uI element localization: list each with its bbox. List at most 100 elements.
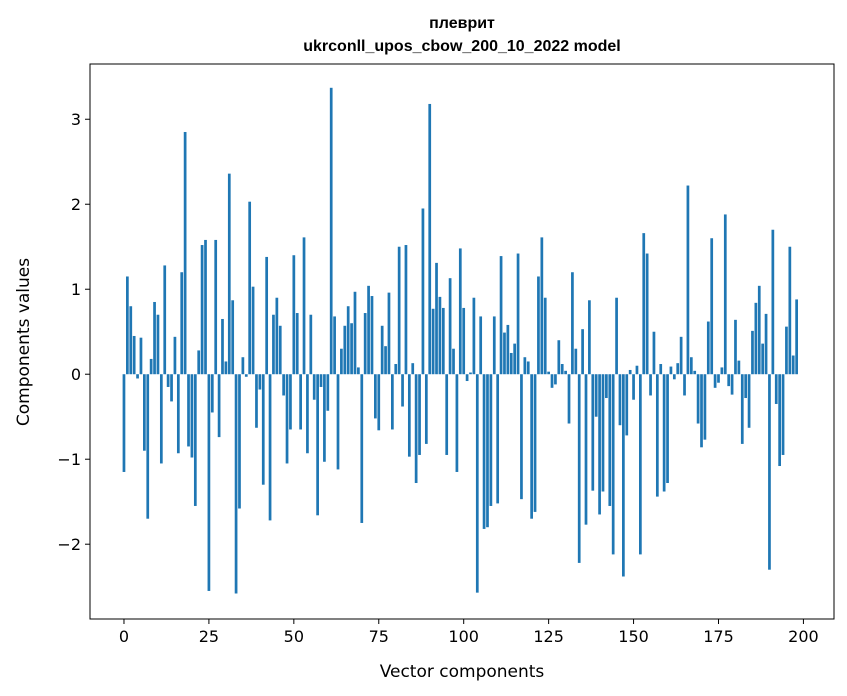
- bar: [343, 325, 347, 375]
- bar: [411, 363, 415, 375]
- bar: [143, 374, 146, 451]
- bar: [530, 374, 533, 519]
- bar: [700, 374, 703, 448]
- bar: [686, 185, 690, 375]
- bar: [764, 313, 768, 375]
- bar: [662, 374, 666, 492]
- bar: [523, 357, 527, 375]
- x-tick-label: 175: [703, 627, 734, 646]
- bar: [655, 374, 659, 497]
- bar: [204, 239, 207, 375]
- plot-frame: [89, 63, 835, 620]
- bar: [173, 336, 177, 375]
- bar: [577, 374, 581, 563]
- bars-group: [122, 87, 798, 594]
- bar: [672, 374, 676, 380]
- bar: [557, 340, 561, 375]
- bar: [509, 352, 513, 375]
- bar: [584, 374, 588, 525]
- bar: [594, 374, 598, 417]
- bar: [605, 374, 608, 399]
- bar: [513, 343, 517, 375]
- bar: [278, 325, 282, 375]
- bar: [292, 255, 296, 375]
- bar: [608, 374, 612, 506]
- bar: [224, 361, 228, 375]
- bar: [187, 374, 190, 447]
- bar: [598, 374, 601, 515]
- bar: [255, 374, 258, 428]
- bar: [241, 357, 245, 375]
- bar: [268, 374, 272, 521]
- bar: [581, 329, 584, 375]
- bar: [391, 374, 394, 430]
- bar: [285, 374, 289, 464]
- bar: [336, 374, 340, 470]
- bar: [329, 87, 333, 375]
- bar: [401, 374, 404, 407]
- bar: [622, 374, 625, 577]
- bar: [234, 374, 238, 594]
- bar: [265, 256, 269, 375]
- bar: [244, 374, 248, 377]
- bar: [163, 265, 167, 375]
- bar: [251, 286, 255, 375]
- bar: [727, 374, 731, 387]
- bar: [652, 331, 656, 375]
- bar: [768, 374, 771, 570]
- bar: [431, 308, 435, 375]
- bar: [200, 245, 204, 375]
- bar: [533, 374, 537, 512]
- bar: [720, 367, 724, 375]
- bar: [183, 131, 187, 375]
- bar: [475, 374, 479, 593]
- bar: [723, 214, 727, 375]
- bar: [734, 319, 737, 375]
- bar: [448, 278, 452, 375]
- bar: [669, 366, 673, 375]
- x-tick-label: 125: [533, 627, 564, 646]
- bar: [289, 374, 292, 430]
- bar: [149, 358, 153, 375]
- bar: [785, 326, 788, 375]
- bar: [153, 301, 156, 375]
- bar: [543, 297, 547, 375]
- bar: [788, 246, 792, 375]
- bar: [122, 374, 126, 472]
- y-tick-label: 0: [71, 365, 81, 384]
- bar: [737, 360, 741, 375]
- bar: [190, 374, 194, 458]
- bar: [696, 374, 700, 424]
- bar: [132, 335, 136, 375]
- bar: [397, 246, 401, 375]
- bar: [744, 374, 748, 399]
- bar: [499, 256, 503, 375]
- x-tick-label: 100: [448, 627, 479, 646]
- y-axis-label: Components values: [14, 258, 34, 426]
- bar: [146, 374, 150, 519]
- bar: [710, 238, 714, 375]
- bar: [693, 370, 697, 375]
- y-axis-ticks: −2 −1 0 1 2 3: [57, 110, 90, 554]
- y-tick-label: 2: [71, 195, 81, 214]
- bar: [642, 233, 646, 375]
- bar: [176, 374, 180, 454]
- bar: [384, 346, 387, 375]
- bar: [560, 364, 564, 375]
- bar: [774, 374, 778, 404]
- bar: [564, 370, 567, 375]
- bar: [588, 300, 591, 375]
- bar: [472, 297, 476, 375]
- x-tick-label: 0: [119, 627, 129, 646]
- bar: [374, 374, 377, 419]
- bar: [666, 374, 669, 484]
- bar: [489, 374, 493, 506]
- bar: [353, 291, 357, 375]
- bar: [771, 229, 775, 375]
- bar: [272, 314, 275, 375]
- bar: [683, 374, 686, 396]
- bar: [282, 374, 285, 396]
- bar: [180, 272, 184, 375]
- chart-subtitle: ukrconll_upos_cbow_200_10_2022 model: [303, 38, 620, 55]
- bar: [319, 374, 323, 387]
